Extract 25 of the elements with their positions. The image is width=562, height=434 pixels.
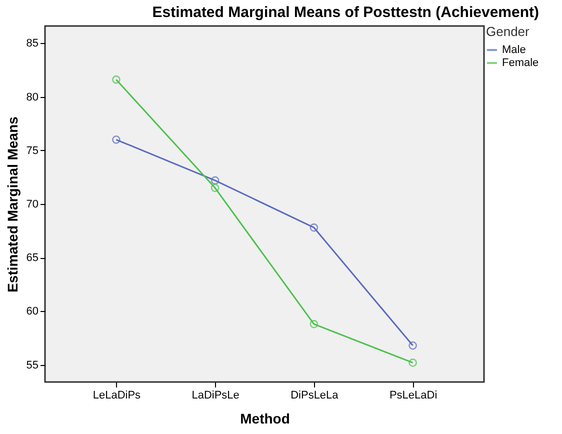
point: [112, 75, 120, 84]
x-tick-label: LaDiPsLe: [192, 390, 240, 402]
y-tick-label: 80: [26, 91, 38, 104]
y-axis-title: Estimated Marginal Means: [4, 116, 20, 292]
point: [210, 184, 220, 192]
point: [310, 223, 318, 232]
legend-title: Gender: [486, 24, 530, 39]
y-tick-label: 70: [26, 198, 38, 210]
point: [310, 320, 318, 328]
chart-title: Estimated Marginal Means of Posttestn (Achievement): [152, 4, 540, 21]
x-tick-label: DiPsLeLa: [290, 390, 340, 402]
point: [210, 176, 220, 185]
point: [112, 135, 120, 144]
legend-label: Male: [502, 44, 526, 56]
x-axis-title: Method: [240, 410, 290, 426]
y-tick-label: 75: [26, 144, 38, 157]
legend-label: Female: [502, 57, 539, 69]
point: [408, 358, 417, 367]
x-tick-label: LeLaDiPs: [92, 390, 142, 402]
y-tick-label: 85: [26, 38, 38, 50]
x-tick-label: PsLeLaDi: [389, 390, 438, 402]
point: [408, 341, 417, 350]
y-tick-label: 55: [26, 359, 38, 372]
y-tick-label: 60: [26, 306, 38, 318]
y-tick-label: 65: [26, 252, 38, 264]
